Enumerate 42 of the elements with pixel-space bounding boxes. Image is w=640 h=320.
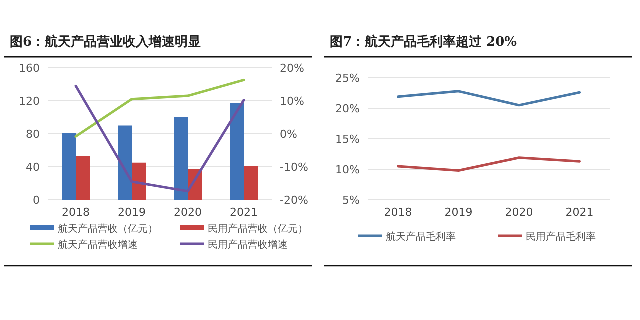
x-tick-label: 2018 [384, 206, 412, 219]
bar [244, 166, 258, 200]
x-tick-label: 2018 [62, 206, 90, 219]
y-tick-label: 25% [336, 72, 360, 85]
bar [76, 156, 90, 200]
line-series [397, 90, 581, 107]
y2-tick-label: -10% [280, 161, 308, 174]
x-tick-label: 2020 [505, 206, 534, 219]
bar [174, 118, 188, 200]
y-tick-label: 120 [19, 95, 40, 108]
line-series [397, 156, 581, 172]
legend-label: 民用产品毛利率 [526, 231, 596, 243]
line-series [74, 78, 246, 138]
bar [132, 162, 146, 200]
y-tick-label: 5% [342, 194, 360, 207]
x-tick-label: 2019 [444, 206, 473, 219]
legend-label: 航天产品营收（亿元） [58, 223, 158, 235]
legend-label: 民用产品营收（亿元） [208, 223, 308, 235]
x-tick-label: 2021 [230, 206, 258, 219]
y-tick-label: 40 [26, 161, 40, 174]
bar [230, 103, 244, 200]
y2-tick-label: 10% [280, 95, 304, 108]
y-tick-label: 160 [19, 62, 40, 75]
legend-label: 航天产品营收增速 [58, 239, 138, 251]
bar [118, 126, 132, 200]
legend-label: 航天产品毛利率 [386, 231, 456, 243]
line-series [74, 84, 246, 193]
x-tick-label: 2019 [118, 206, 146, 219]
y2-tick-label: 0% [280, 128, 298, 141]
y2-tick-label: 20% [280, 62, 304, 75]
legend-label: 民用产品营收增速 [208, 239, 288, 251]
chart-title: 图7：航天产品毛利率超过 20% [330, 34, 518, 50]
chart-title: 图6：航天产品营业收入增速明显 [10, 34, 202, 50]
y-tick-label: 80 [26, 128, 40, 141]
y-tick-label: 0 [33, 194, 40, 207]
y-tick-label: 20% [336, 102, 360, 116]
y2-tick-label: -20% [280, 194, 308, 207]
x-tick-label: 2020 [174, 206, 202, 219]
bar [62, 133, 76, 200]
x-tick-label: 2021 [566, 206, 594, 219]
y-tick-label: 10% [336, 164, 360, 176]
y-tick-label: 15% [336, 133, 360, 146]
